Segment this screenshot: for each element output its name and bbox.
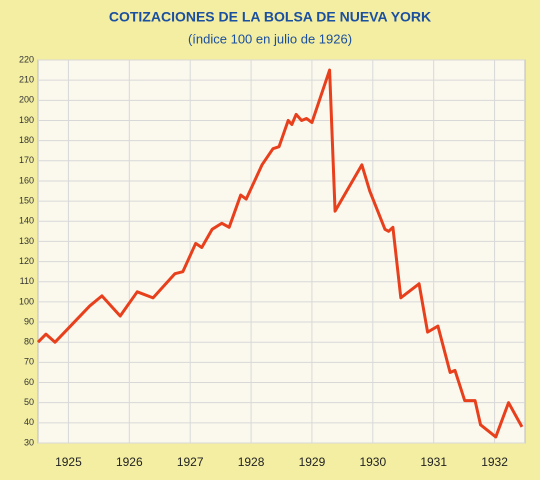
data-line [36,68,524,439]
y-tick-label: 40 [24,417,34,427]
y-tick-label: 90 [24,316,34,326]
x-tick-label: 1925 [55,455,82,469]
x-tick-label: 1928 [238,455,265,469]
y-tick-label: 100 [19,296,34,306]
x-tick-label: 1931 [420,455,447,469]
y-tick-label: 110 [20,276,34,286]
plot-area [37,59,526,444]
y-tick-label: 200 [19,95,34,105]
x-tick-label: 1926 [116,455,143,469]
x-tick-label: 1929 [299,455,326,469]
x-tick-label: 1932 [481,455,508,469]
y-tick-label: 180 [19,135,34,145]
chart-subtitle: (índice 100 en julio de 1926) [188,31,352,46]
y-tick-label: 220 [19,54,34,64]
chart-title: COTIZACIONES DE LA BOLSA DE NUEVA YORK [109,9,431,25]
y-tick-label: 170 [19,155,34,165]
y-tick-label: 70 [24,357,34,367]
y-tick-label: 150 [19,195,34,205]
y-tick-label: 80 [24,337,34,347]
x-tick-label: 1930 [359,455,386,469]
x-tick-label: 1927 [177,455,204,469]
y-tick-label: 130 [19,236,34,246]
y-tick-label: 60 [24,377,34,387]
y-tick-label: 140 [19,216,34,226]
y-tick-label: 190 [19,115,34,125]
y-tick-label: 120 [19,256,34,266]
y-tick-label: 160 [19,175,34,185]
y-tick-label: 50 [24,397,34,407]
y-tick-label: 210 [19,75,34,85]
y-tick-label: 30 [24,437,34,447]
